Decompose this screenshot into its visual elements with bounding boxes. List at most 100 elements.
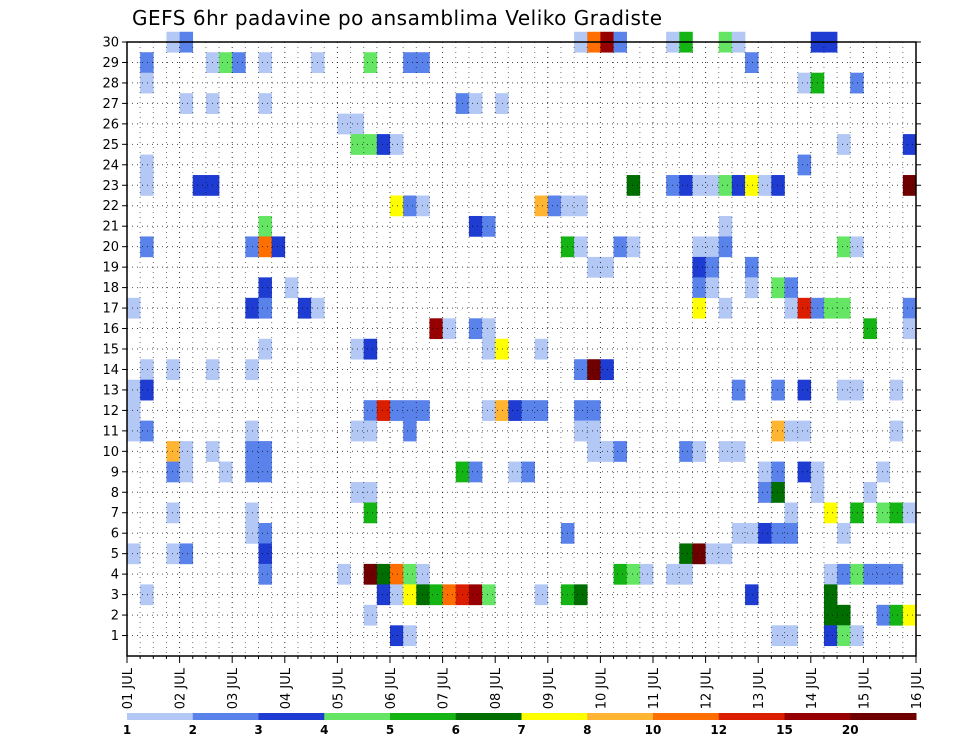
x-tick-label: 12 JUL — [700, 667, 715, 709]
colorbar-swatch — [521, 713, 588, 720]
heatmap-cell — [140, 584, 154, 606]
y-tick-label: 19 — [102, 261, 119, 276]
heatmap-cell — [482, 400, 496, 421]
colorbar-label: 20 — [842, 723, 859, 737]
heatmap-cell — [363, 604, 378, 626]
heatmap-cell — [745, 277, 759, 299]
x-tick-label: 10 JUL — [594, 667, 609, 709]
heatmap-cell — [850, 379, 864, 401]
heatmap-cell — [258, 215, 272, 237]
heatmap-cell — [495, 400, 509, 421]
y-tick-label: 29 — [102, 56, 119, 71]
heatmap-cell — [771, 522, 785, 544]
y-tick-label: 7 — [111, 506, 119, 521]
y-tick-label: 24 — [102, 158, 119, 173]
heatmap-cell — [731, 379, 746, 401]
heatmap-cell — [508, 461, 522, 483]
heatmap-cell — [679, 543, 693, 565]
heatmap-cell — [574, 195, 588, 217]
heatmap-cell — [863, 318, 877, 340]
colorbar-swatch — [784, 713, 851, 720]
x-tick-label: 01 JUL — [121, 667, 136, 709]
heatmap-cell — [297, 297, 312, 319]
heatmap-cell — [363, 502, 378, 524]
heatmap-cell — [482, 215, 496, 237]
heatmap-cell — [363, 134, 378, 155]
colorbar-swatch — [653, 713, 720, 720]
heatmap-cell — [403, 563, 417, 585]
heatmap-cell — [692, 256, 706, 278]
heatmap-cell — [889, 379, 904, 401]
heatmap-cells — [127, 31, 917, 647]
colorbar-label: 12 — [710, 723, 727, 737]
heatmap-cell — [258, 277, 272, 299]
heatmap-cell — [192, 175, 207, 196]
heatmap-cell — [679, 563, 693, 585]
heatmap-cell — [797, 379, 812, 401]
heatmap-cell — [403, 420, 417, 442]
heatmap-cell — [534, 584, 549, 606]
heatmap-cell — [876, 563, 890, 585]
heatmap-cell — [258, 522, 272, 544]
heatmap-cell — [745, 584, 759, 606]
x-tick-label: 11 JUL — [647, 667, 662, 709]
heatmap-cell — [468, 584, 483, 606]
heatmap-cell — [613, 441, 627, 462]
heatmap-cell — [679, 441, 693, 462]
heatmap-cell — [639, 563, 654, 585]
heatmap-cell — [140, 359, 154, 380]
heatmap-cell — [863, 563, 877, 585]
heatmap-cell — [416, 584, 430, 606]
heatmap-cell — [889, 604, 904, 626]
heatmap-cell — [850, 236, 864, 258]
heatmap-cell — [376, 134, 391, 155]
heatmap-cell — [692, 441, 706, 462]
heatmap-cell — [166, 543, 180, 565]
y-tick-label: 14 — [102, 363, 119, 378]
heatmap-cell — [745, 256, 759, 278]
heatmap-cell — [284, 277, 299, 299]
heatmap-cell — [140, 154, 154, 176]
heatmap-cell — [823, 502, 838, 524]
heatmap-cell — [521, 400, 535, 421]
heatmap-cell — [784, 297, 798, 319]
heatmap-cell — [692, 543, 706, 565]
heatmap-cell — [889, 563, 904, 585]
heatmap-cell — [718, 297, 733, 319]
y-tick-label: 21 — [102, 220, 119, 235]
heatmap-cell — [784, 277, 798, 299]
heatmap-cell — [258, 52, 272, 73]
y-tick-label: 28 — [102, 76, 119, 91]
heatmap-cell — [902, 175, 917, 196]
x-tick-label: 15 JUL — [857, 667, 872, 709]
heatmap-cell — [902, 604, 917, 626]
heatmap-cell — [837, 134, 851, 155]
colorbar-label: 6 — [452, 723, 460, 737]
heatmap-cell — [429, 318, 443, 340]
heatmap-cell — [731, 441, 746, 462]
heatmap-cell — [468, 461, 483, 483]
heatmap-cell — [718, 215, 733, 237]
heatmap-cell — [823, 563, 838, 585]
heatmap-cell — [626, 236, 641, 258]
heatmap-cell — [758, 175, 772, 196]
heatmap-cell — [837, 236, 851, 258]
y-tick-label: 11 — [102, 424, 119, 439]
heatmap-cell — [837, 297, 851, 319]
x-tick-label: 08 JUL — [489, 667, 504, 709]
x-tick-label: 06 JUL — [384, 667, 399, 709]
y-tick-label: 6 — [111, 527, 119, 542]
heatmap-cell — [587, 256, 601, 278]
heatmap-cell — [823, 604, 838, 626]
heatmap-cell — [179, 461, 194, 483]
heatmap-cell — [692, 277, 706, 299]
heatmap-cell — [140, 52, 154, 73]
heatmap-cell — [508, 400, 522, 421]
heatmap-cell — [390, 625, 404, 647]
y-tick-label: 18 — [102, 281, 119, 296]
colorbar-label: 3 — [254, 723, 262, 737]
heatmap-cell — [468, 93, 483, 114]
colorbar-swatch — [455, 713, 522, 720]
colorbar-swatch — [258, 713, 325, 720]
colorbar-label: 1 — [123, 723, 131, 737]
